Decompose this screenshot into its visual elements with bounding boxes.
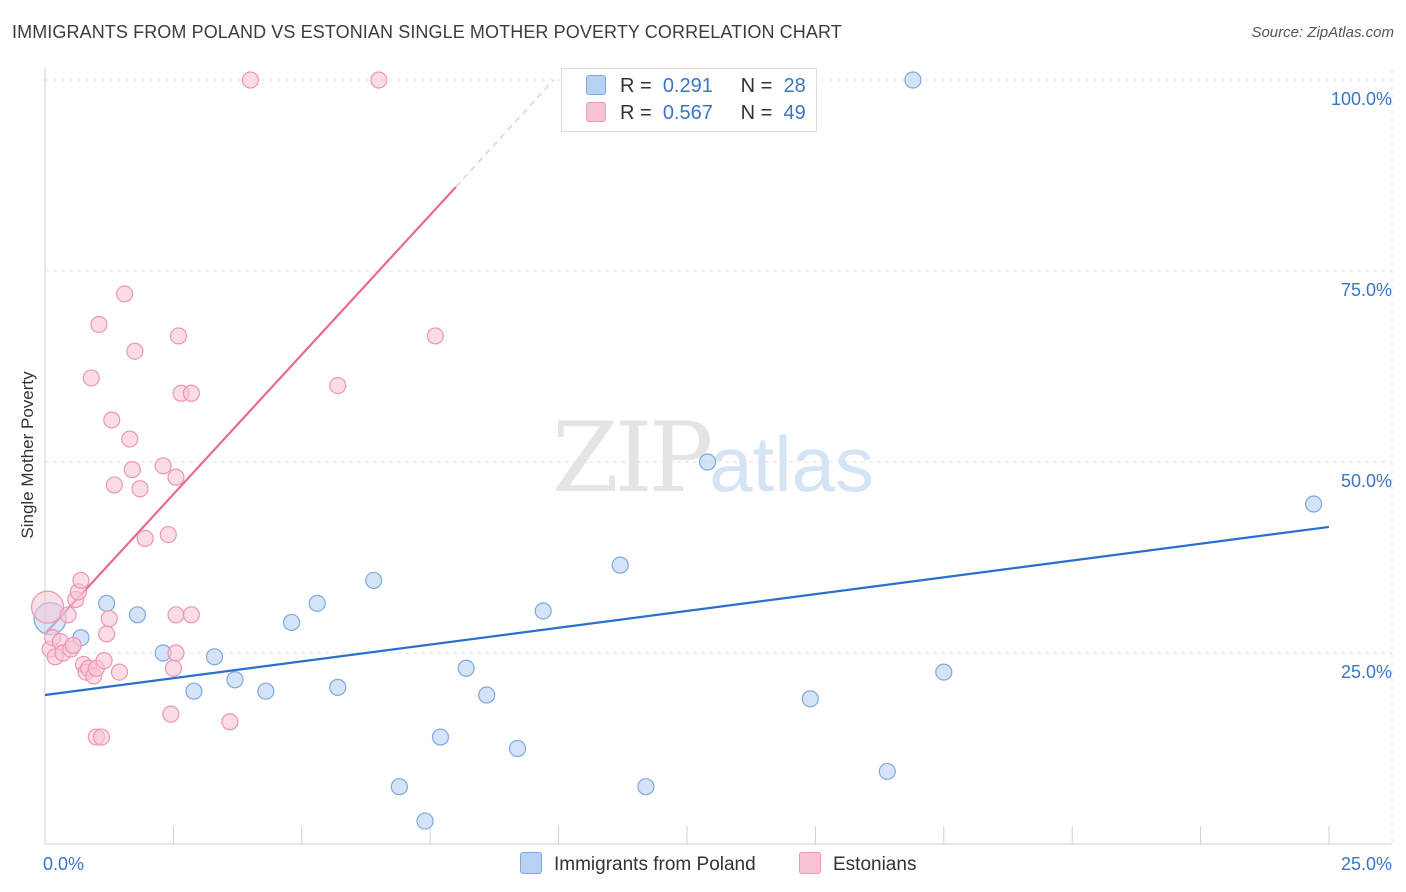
trend-layer — [44, 79, 1330, 697]
estonian-point — [241, 71, 260, 89]
poland-legend-label: Immigrants from Poland — [554, 854, 756, 875]
poland-point — [329, 678, 347, 696]
estonian-point — [167, 606, 185, 624]
chart-title: IMMIGRANTS FROM POLAND VS ESTONIAN SINGL… — [12, 22, 842, 42]
source-credit: Source: ZipAtlas.com — [1251, 24, 1394, 41]
poland-point — [935, 663, 953, 681]
y-tick-label-75: 75.0% — [1341, 280, 1392, 300]
poland-point — [98, 594, 116, 612]
estonian-point — [59, 606, 77, 624]
poland-point — [365, 571, 383, 590]
poland-point — [390, 778, 408, 796]
poland-point — [457, 659, 475, 677]
poland-point — [416, 812, 434, 830]
estonian-point — [182, 606, 200, 624]
point-layer — [30, 71, 1323, 830]
y-axis-label: Single Mother Poverty — [18, 371, 37, 539]
watermark-atlas: atlas — [709, 420, 874, 508]
tick-label-layer: 25.0% 50.0% 75.0% 100.0% 0.0% 25.0% — [43, 89, 1392, 874]
estonian-point — [72, 571, 90, 590]
poland-swatch — [520, 852, 542, 874]
estonian-r-value: 0.567 — [662, 102, 713, 124]
poland-r-value: 0.291 — [662, 75, 713, 97]
poland-trend-line — [44, 525, 1330, 697]
axis-layer — [44, 68, 1392, 845]
correlation-legend: R = 0.291 N = 28 R = 0.567 N = 49 — [561, 68, 817, 132]
poland-point — [282, 613, 301, 632]
bottom-legend-estonians: Estonians — [799, 852, 916, 876]
estonian-point — [426, 327, 444, 345]
estonian-n-value: 49 — [783, 102, 806, 124]
poland-point — [478, 686, 496, 704]
poland-point — [205, 648, 224, 666]
estonian-point — [126, 342, 144, 360]
estonian-point — [164, 659, 182, 677]
poland-point — [308, 594, 326, 612]
estonian-point — [64, 636, 82, 654]
estonian-point — [136, 529, 154, 548]
y-tick-label-100: 100.0% — [1331, 89, 1392, 109]
estonian-point — [131, 480, 149, 498]
r-label: R = — [620, 102, 652, 124]
poland-point — [801, 690, 819, 708]
estonian-point — [154, 457, 172, 475]
poland-point — [878, 762, 896, 781]
estonian-swatch — [799, 852, 821, 874]
estonian-point — [121, 430, 139, 448]
estonian-point — [221, 713, 239, 731]
x-tick-label-min: 0.0% — [43, 854, 84, 874]
estonian-point — [159, 525, 177, 544]
bottom-legend-poland: Immigrants from Poland — [520, 852, 756, 876]
poland-point — [698, 453, 717, 471]
estonian-point — [167, 468, 185, 486]
estonian-point — [82, 369, 100, 387]
poland-point — [128, 606, 147, 624]
y-tick-label-50: 50.0% — [1341, 471, 1392, 491]
grid-layer — [45, 70, 1393, 844]
estonian-point — [95, 652, 113, 670]
estonian-point — [162, 705, 180, 723]
estonian-point — [98, 625, 116, 643]
y-tick-label-25: 25.0% — [1341, 662, 1392, 682]
poland-point — [508, 739, 527, 758]
poland-point — [257, 682, 275, 700]
estonian-point — [182, 384, 200, 402]
poland-n-value: 28 — [783, 75, 806, 97]
n-label: N = — [740, 102, 773, 124]
estonian-point — [105, 476, 123, 494]
estonian-point — [329, 377, 347, 395]
estonian-point — [116, 285, 134, 303]
estonian-point — [167, 644, 185, 662]
estonian-point — [30, 590, 65, 624]
estonian-legend-label: Estonians — [833, 854, 917, 875]
poland-point — [226, 671, 244, 689]
legend-row-poland: R = 0.291 N = 28 — [586, 75, 806, 98]
estonian-trend-line — [44, 186, 457, 635]
poland-point — [611, 556, 629, 574]
watermark-zip: ZIP — [552, 402, 713, 514]
poland-point — [431, 728, 450, 746]
estonian-point — [123, 461, 141, 479]
poland-point — [637, 778, 655, 796]
estonian-point — [92, 728, 111, 746]
estonian-point — [110, 663, 129, 681]
estonian-point — [103, 411, 121, 429]
n-label: N = — [740, 75, 773, 97]
estonian-point — [90, 315, 108, 334]
r-label: R = — [620, 75, 652, 97]
estonian-point — [100, 610, 118, 628]
estonian-point — [169, 327, 188, 345]
estonian-trend-extension — [455, 79, 554, 188]
x-tick-label-max: 25.0% — [1341, 854, 1392, 874]
legend-row-estonians: R = 0.567 N = 49 — [586, 102, 806, 125]
estonian-swatch — [586, 102, 606, 122]
estonian-point — [370, 71, 388, 89]
watermark: ZIPatlas — [552, 402, 874, 514]
poland-swatch — [586, 75, 606, 95]
poland-point — [904, 71, 922, 89]
poland-point — [1304, 495, 1323, 513]
poland-point — [185, 682, 203, 700]
poland-point — [534, 602, 552, 620]
